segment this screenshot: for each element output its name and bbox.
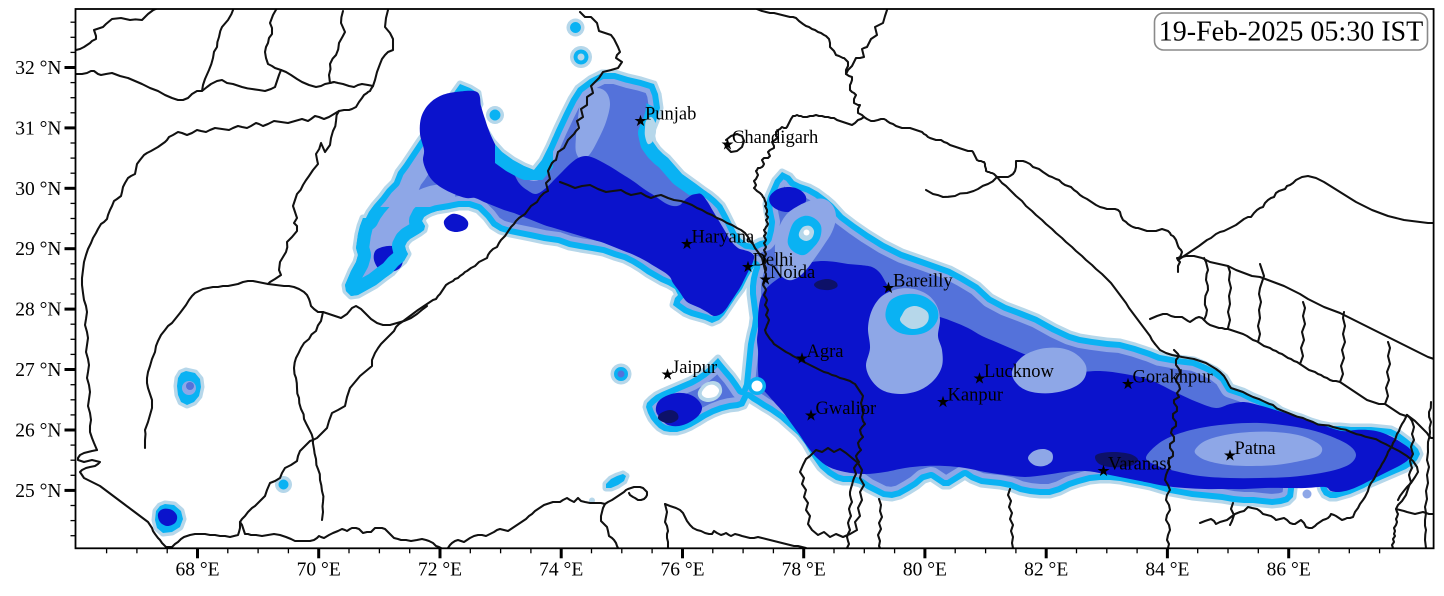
svg-text:28 °N: 28 °N bbox=[15, 300, 61, 321]
svg-text:25 °N: 25 °N bbox=[15, 481, 61, 502]
svg-text:Punjab: Punjab bbox=[645, 105, 696, 125]
svg-text:Jaipur: Jaipur bbox=[672, 358, 717, 378]
svg-text:78 °E: 78 °E bbox=[782, 559, 826, 580]
svg-text:82 °E: 82 °E bbox=[1024, 559, 1068, 580]
svg-text:32 °N: 32 °N bbox=[15, 58, 61, 79]
svg-text:68 °E: 68 °E bbox=[175, 559, 219, 580]
svg-text:86 °E: 86 °E bbox=[1267, 559, 1311, 580]
svg-text:Lucknow: Lucknow bbox=[984, 362, 1055, 382]
svg-text:Gorakhpur: Gorakhpur bbox=[1133, 368, 1213, 388]
svg-text:Chandigarh: Chandigarh bbox=[732, 128, 818, 148]
svg-text:Agra: Agra bbox=[807, 342, 844, 362]
svg-text:72 °E: 72 °E bbox=[418, 559, 462, 580]
svg-text:Varanasi: Varanasi bbox=[1108, 455, 1172, 475]
svg-text:31 °N: 31 °N bbox=[15, 118, 61, 139]
svg-text:27 °N: 27 °N bbox=[15, 360, 61, 381]
svg-text:Haryana: Haryana bbox=[692, 228, 755, 248]
svg-text:29 °N: 29 °N bbox=[15, 239, 61, 260]
svg-text:19-Feb-2025 05:30 IST: 19-Feb-2025 05:30 IST bbox=[1159, 17, 1423, 48]
svg-text:26 °N: 26 °N bbox=[15, 421, 61, 442]
svg-text:74 °E: 74 °E bbox=[539, 559, 583, 580]
svg-text:Patna: Patna bbox=[1235, 439, 1276, 459]
svg-text:76 °E: 76 °E bbox=[660, 559, 704, 580]
svg-text:80 °E: 80 °E bbox=[903, 559, 947, 580]
svg-text:Delhi: Delhi bbox=[753, 251, 794, 271]
svg-text:Noida: Noida bbox=[770, 263, 815, 283]
svg-text:70 °E: 70 °E bbox=[297, 559, 341, 580]
svg-text:84 °E: 84 °E bbox=[1145, 559, 1189, 580]
svg-text:Bareilly: Bareilly bbox=[893, 272, 953, 292]
svg-text:Kanpur: Kanpur bbox=[948, 386, 1003, 406]
svg-text:30 °N: 30 °N bbox=[15, 179, 61, 200]
svg-text:Gwalior: Gwalior bbox=[816, 399, 877, 419]
